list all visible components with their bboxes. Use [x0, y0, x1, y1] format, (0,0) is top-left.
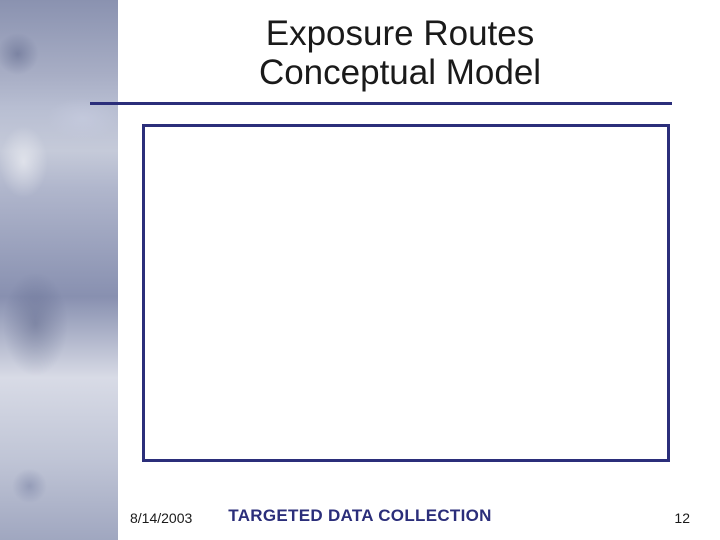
content-placeholder-box — [142, 124, 670, 462]
title-line-1: Exposure Routes — [160, 14, 640, 53]
title-line-2: Conceptual Model — [160, 53, 640, 92]
slide-footer: 8/14/2003 TARGETED DATA COLLECTION 12 — [0, 502, 720, 526]
sidebar-photo — [0, 0, 118, 540]
footer-page-number: 12 — [674, 510, 690, 526]
footer-center-title: TARGETED DATA COLLECTION — [0, 506, 720, 526]
slide-title: Exposure Routes Conceptual Model — [160, 14, 640, 92]
title-underline — [90, 102, 672, 105]
